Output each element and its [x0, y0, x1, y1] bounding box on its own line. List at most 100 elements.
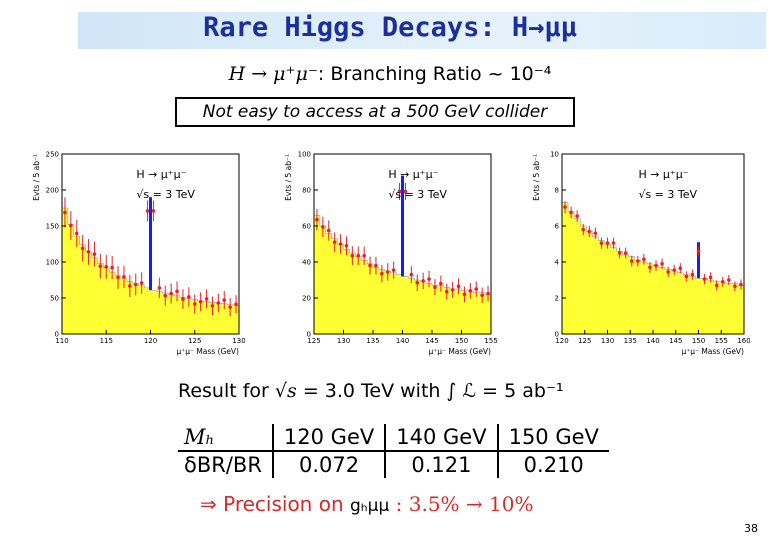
data-point: [86, 250, 91, 254]
x-tick-label: 125: [188, 337, 201, 345]
precision-symbol: gₕμμ: [349, 496, 390, 516]
data-point: [374, 263, 378, 268]
slide-title: Rare Higgs Decays: H→μμ: [203, 12, 577, 43]
data-point: [104, 265, 109, 269]
data-point: [403, 189, 408, 194]
data-point: [678, 266, 683, 271]
data-point: [648, 265, 652, 270]
x-tick-label: 125: [307, 337, 320, 345]
y-axis-label: Evts / 5 ab⁻¹: [532, 154, 541, 201]
data-point: [439, 281, 443, 286]
x-tick-label: 115: [100, 337, 113, 345]
y-axis-label: Evts / 5 ab⁻¹: [32, 154, 41, 201]
table-row1-label: Mₕ: [178, 424, 274, 452]
data-point: [444, 289, 449, 294]
legend-energy: √s = 3 TeV: [638, 188, 697, 201]
precision-line: ⇒ Precision on gₕμμ : 3.5% → 10%: [200, 492, 533, 516]
legend-energy: √s = 3 TeV: [388, 188, 447, 201]
table-col-150: 150 GeV: [497, 424, 609, 452]
signal-peak: [697, 242, 700, 279]
data-point: [636, 259, 640, 263]
x-tick-label: 140: [646, 337, 659, 345]
data-point: [696, 249, 701, 254]
signal-peak: [149, 197, 152, 291]
plot-140: 0 20 40 60 80 100 125 130 135 140 145 150 155 μ⁺μ⁻ Ma…: [282, 148, 497, 360]
data-point: [480, 293, 484, 298]
data-point: [63, 210, 67, 215]
result-middle: = 3.0 TeV with ∫ ℒ = 5 ab⁻¹: [296, 380, 564, 402]
x-tick-label: 135: [366, 337, 379, 345]
data-point: [684, 274, 689, 279]
data-point: [216, 301, 221, 305]
y-axis-label: Evts / 5 ab⁻¹: [284, 154, 293, 201]
data-point: [456, 284, 461, 289]
table-val-150: 0.210: [523, 453, 584, 477]
data-point: [486, 291, 490, 296]
data-point: [575, 214, 579, 218]
data-point: [110, 265, 114, 270]
data-point: [198, 299, 203, 304]
data-point: [581, 227, 586, 232]
x-tick-label: 155: [484, 337, 497, 345]
data-point: [326, 228, 331, 233]
data-point: [474, 287, 479, 291]
data-point: [222, 298, 227, 302]
y-tick-label: 50: [50, 295, 59, 303]
y-tick-label: 20: [302, 295, 311, 303]
data-point: [157, 286, 162, 290]
precision-range: : 3.5% → 10%: [389, 492, 534, 516]
plot-150-svg: 0 2 4 6 8 10 120 125 130 135 140 145 150 155 160 μ⁺μ⁻ M…: [532, 151, 750, 357]
legend-process: H → μ⁺μ⁻: [388, 168, 438, 181]
data-point: [450, 288, 455, 292]
data-point: [427, 277, 431, 281]
y-tick-label: 8: [555, 187, 559, 195]
y-tick-label: 150: [46, 223, 59, 231]
data-point: [116, 275, 120, 280]
data-point: [421, 279, 425, 283]
data-point: [368, 263, 372, 268]
x-tick-label: 130: [601, 337, 614, 345]
data-point: [733, 284, 737, 289]
data-point: [739, 282, 743, 287]
data-point: [139, 281, 144, 285]
result-line: Result for √s = 3.0 TeV with ∫ ℒ = 5 ab⁻…: [178, 380, 564, 402]
y-tick-label: 100: [298, 151, 311, 159]
table-row: Mₕ 120 GeV 140 GeV 150 GeV: [178, 424, 609, 452]
data-point: [660, 262, 664, 266]
note-box: Not easy to access at a 500 GeV collider: [175, 97, 575, 127]
data-point: [192, 302, 197, 306]
table-val-140: 0.121: [385, 451, 499, 478]
x-tick-label: 110: [55, 337, 68, 345]
data-point: [228, 305, 232, 309]
table-row2-label: δBR/BR: [178, 451, 274, 478]
data-point: [563, 205, 567, 209]
subtitle: H → μ⁺μ⁻: Branching Ratio ~ 10⁻⁴: [0, 63, 780, 85]
data-point: [462, 292, 467, 297]
data-point: [611, 241, 616, 245]
data-point: [593, 231, 598, 235]
x-tick-label: 160: [737, 337, 750, 345]
data-point: [344, 244, 349, 248]
data-point: [397, 189, 402, 194]
data-point: [599, 241, 604, 245]
data-point: [362, 253, 366, 258]
y-tick-label: 2: [555, 295, 559, 303]
data-point: [433, 285, 437, 289]
data-point: [569, 210, 573, 215]
x-tick-label: 150: [455, 337, 468, 345]
x-tick-label: 130: [232, 337, 245, 345]
y-tick-label: 250: [46, 151, 59, 159]
table-val-120: 0.072: [272, 451, 387, 478]
data-point: [210, 304, 215, 308]
data-point: [169, 291, 173, 296]
x-axis-label: μ⁺μ⁻ Mass (GeV): [428, 347, 491, 356]
title-bar: [78, 12, 766, 49]
y-tick-label: 4: [555, 259, 560, 267]
subtitle-process: H → μ⁺μ⁻: [228, 63, 318, 85]
data-point: [356, 253, 361, 258]
plot-150: 0 2 4 6 8 10 120 125 130 135 140 145 150 155 160 μ⁺μ⁻ M…: [530, 148, 750, 360]
data-point: [690, 272, 695, 277]
data-point: [98, 264, 103, 268]
data-point: [654, 263, 658, 268]
data-point: [234, 302, 238, 307]
